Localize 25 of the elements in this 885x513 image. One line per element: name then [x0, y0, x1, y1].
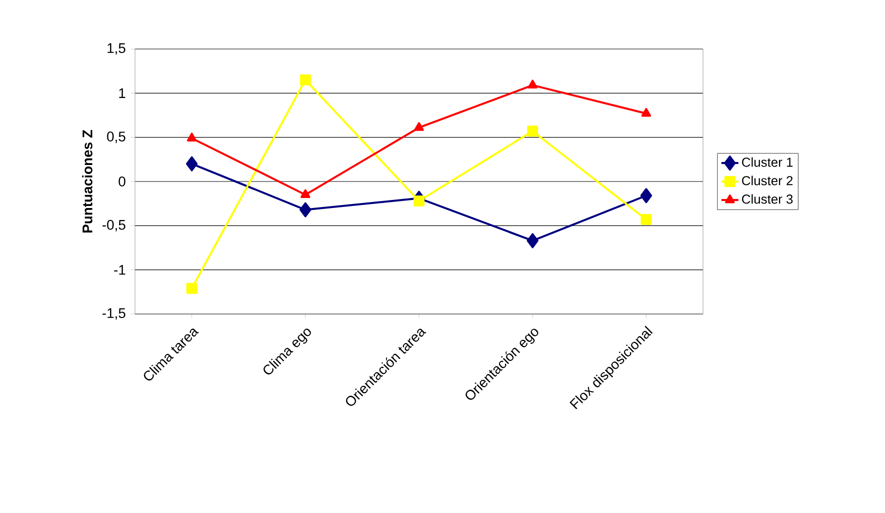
y-axis-title: Puntuaciones Z [82, 130, 92, 232]
point [641, 108, 652, 117]
y-tick-label: 1 [119, 88, 126, 98]
y-tick-label: 1,5 [108, 43, 126, 55]
y-tick-label: -0,5 [102, 220, 126, 232]
point [414, 195, 424, 206]
point [186, 132, 197, 142]
point [640, 214, 652, 225]
point [527, 126, 538, 137]
y-tick-label: 0,5 [107, 132, 126, 144]
legend-label: Cluster 1 [742, 157, 793, 167]
point [186, 156, 198, 172]
legend-label: Cluster 3 [742, 194, 793, 204]
point [300, 189, 310, 198]
legend-label: Cluster 2 [742, 176, 793, 186]
point [300, 74, 311, 86]
point [526, 233, 538, 248]
point [300, 202, 312, 218]
point [186, 282, 198, 294]
y-tick-label: -1 [114, 265, 126, 275]
point [528, 80, 538, 88]
y-tick-label: -1,5 [102, 308, 126, 320]
point [414, 122, 424, 131]
y-tick-label: 0 [118, 176, 126, 186]
point [640, 188, 652, 204]
